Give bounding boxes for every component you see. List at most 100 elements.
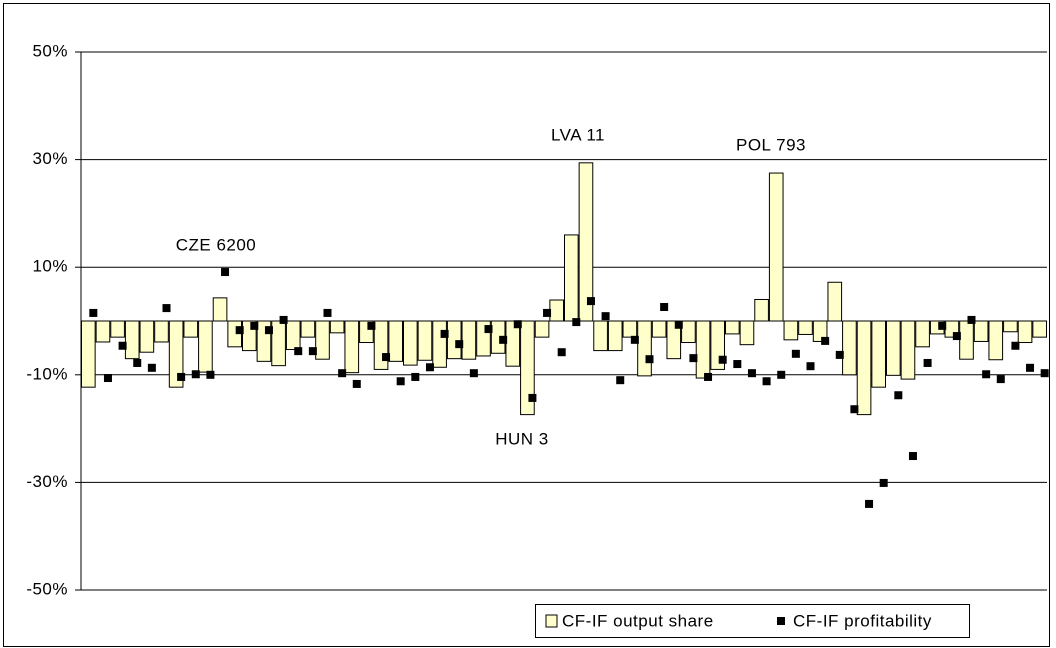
bar bbox=[695, 320, 711, 379]
point bbox=[718, 355, 727, 364]
point bbox=[572, 318, 581, 327]
bar bbox=[783, 320, 799, 341]
legend: CF-IF output share CF-IF profitability bbox=[535, 604, 970, 638]
bar bbox=[183, 320, 199, 338]
point bbox=[645, 355, 654, 364]
point bbox=[294, 347, 303, 356]
point bbox=[235, 326, 244, 335]
point bbox=[630, 335, 639, 344]
point bbox=[484, 325, 493, 334]
point bbox=[996, 375, 1005, 384]
point bbox=[923, 358, 932, 367]
bar bbox=[168, 320, 184, 388]
bar bbox=[798, 320, 813, 335]
point bbox=[674, 320, 683, 329]
y-tick-label: 30% bbox=[32, 149, 68, 168]
point bbox=[1011, 341, 1020, 350]
y-tick-label: 10% bbox=[32, 257, 68, 276]
point bbox=[89, 308, 98, 317]
bar bbox=[666, 320, 682, 360]
legend-label: CF-IF output share bbox=[562, 611, 714, 630]
bar bbox=[344, 320, 360, 374]
point bbox=[821, 336, 830, 345]
point bbox=[879, 478, 888, 487]
point bbox=[440, 329, 449, 338]
y-tick-label: 50% bbox=[32, 41, 68, 60]
point bbox=[733, 360, 742, 369]
point bbox=[279, 315, 288, 324]
point bbox=[382, 353, 391, 362]
bar bbox=[81, 320, 96, 388]
bar bbox=[1017, 320, 1033, 344]
bar bbox=[856, 320, 872, 416]
point bbox=[952, 332, 961, 341]
bar bbox=[95, 320, 111, 343]
bar bbox=[315, 320, 330, 360]
bar bbox=[842, 320, 857, 376]
bar bbox=[739, 320, 755, 346]
point bbox=[850, 405, 859, 414]
point bbox=[894, 391, 903, 400]
bar bbox=[198, 320, 213, 373]
bar bbox=[593, 320, 608, 352]
bar bbox=[124, 320, 140, 360]
point bbox=[455, 340, 464, 349]
bar bbox=[900, 320, 916, 380]
point bbox=[221, 268, 230, 277]
bar bbox=[973, 320, 989, 342]
legend-swatch bbox=[777, 617, 785, 625]
point bbox=[425, 363, 434, 372]
point bbox=[835, 350, 844, 359]
point bbox=[103, 374, 112, 383]
bar bbox=[417, 320, 433, 361]
point bbox=[938, 321, 947, 330]
bar bbox=[768, 172, 784, 322]
point bbox=[118, 341, 127, 350]
point bbox=[586, 297, 595, 306]
point bbox=[777, 370, 786, 379]
point bbox=[323, 308, 332, 317]
bar bbox=[403, 320, 418, 366]
bar bbox=[520, 320, 535, 416]
bar bbox=[446, 320, 462, 360]
point bbox=[133, 358, 142, 367]
point bbox=[469, 369, 478, 378]
bar bbox=[871, 320, 887, 388]
bar bbox=[110, 320, 125, 338]
bar bbox=[388, 320, 404, 362]
point bbox=[689, 354, 698, 363]
annotation: CZE 6200 bbox=[176, 235, 257, 254]
point bbox=[411, 372, 420, 381]
bar bbox=[959, 320, 974, 360]
point bbox=[338, 369, 347, 378]
point bbox=[908, 452, 917, 461]
point bbox=[747, 369, 756, 378]
bar bbox=[754, 298, 769, 322]
point bbox=[543, 308, 552, 317]
bar bbox=[651, 320, 667, 338]
point bbox=[704, 372, 713, 381]
bar bbox=[622, 320, 638, 338]
point bbox=[806, 362, 815, 371]
annotation: LVA 11 bbox=[551, 125, 605, 144]
point bbox=[191, 370, 200, 379]
point bbox=[177, 372, 186, 381]
point bbox=[1026, 363, 1035, 372]
point bbox=[982, 370, 991, 379]
bar bbox=[549, 299, 565, 322]
point bbox=[601, 312, 610, 321]
legend-label: CF-IF profitability bbox=[793, 611, 932, 630]
bar bbox=[212, 297, 228, 322]
point bbox=[616, 376, 625, 385]
point bbox=[967, 315, 976, 324]
bar bbox=[154, 320, 169, 343]
bar bbox=[578, 162, 594, 322]
point bbox=[162, 304, 171, 313]
bar bbox=[607, 320, 623, 352]
bar bbox=[725, 320, 740, 335]
point bbox=[367, 321, 376, 330]
point bbox=[352, 379, 361, 388]
point bbox=[528, 393, 537, 402]
point bbox=[865, 499, 874, 508]
bar bbox=[329, 320, 345, 334]
